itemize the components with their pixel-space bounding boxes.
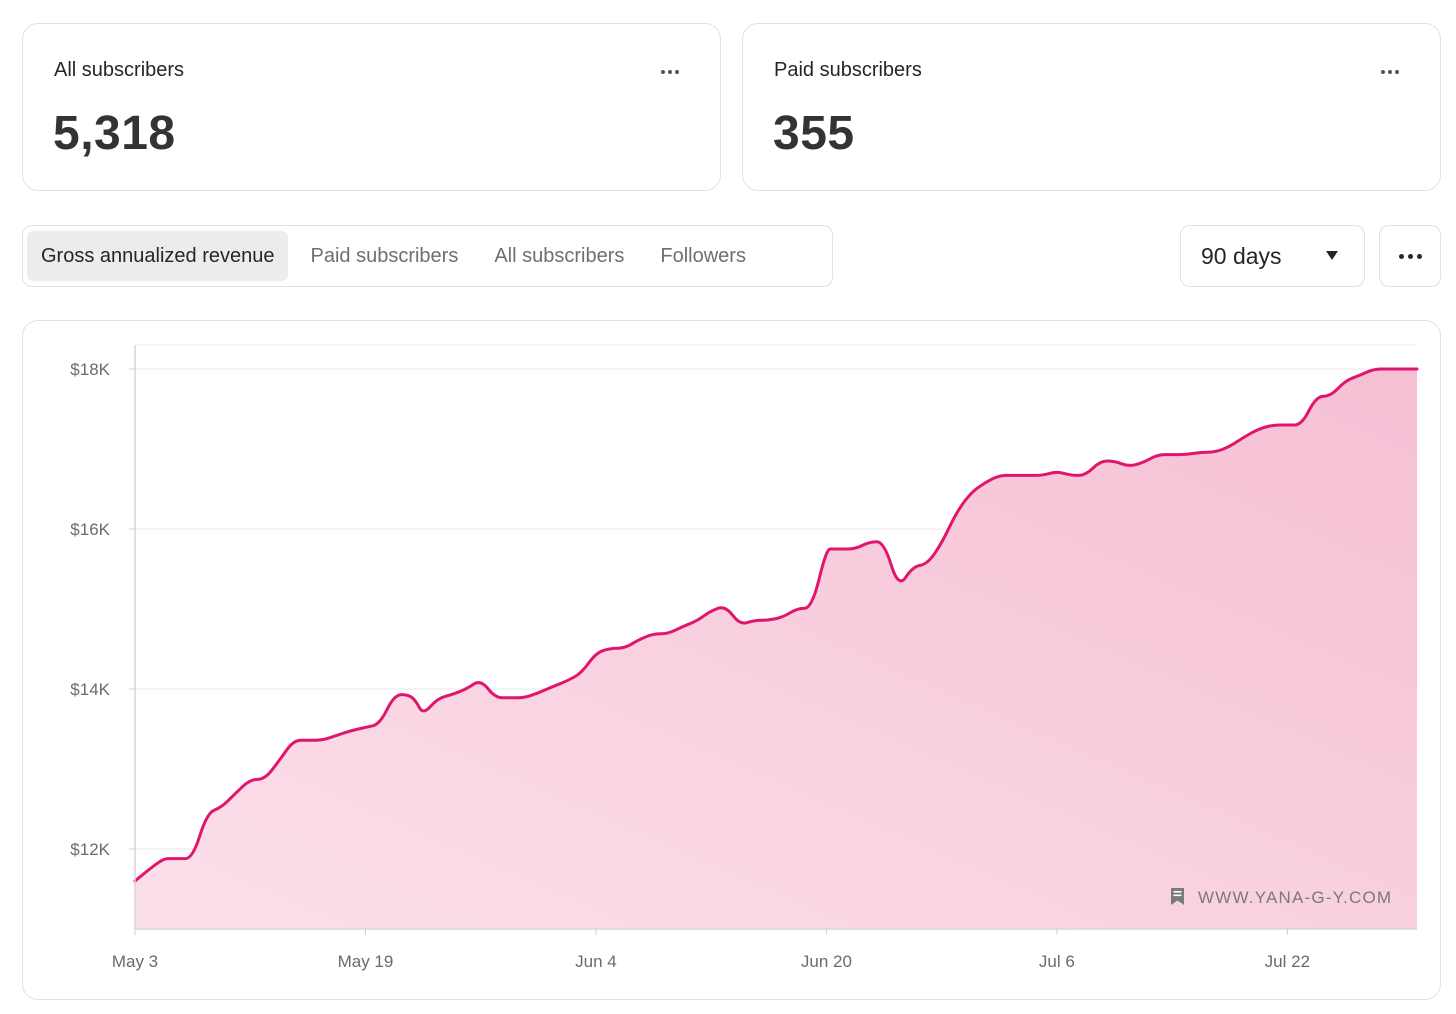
series-line (133, 367, 1419, 883)
caret-down-icon (1326, 251, 1338, 260)
y-tick-label: $14K (70, 680, 110, 699)
range-select-label: 90 days (1201, 242, 1282, 269)
y-tick-label: $18K (70, 360, 110, 379)
x-tick-label: Jun 20 (801, 952, 852, 971)
ellipsis-icon (1398, 253, 1404, 259)
card-value: 5,318 (53, 107, 176, 160)
x-tick-label: Jul 22 (1265, 952, 1310, 971)
more-options-button[interactable] (1379, 225, 1441, 287)
area-fill (135, 369, 1417, 929)
tab-followers[interactable]: Followers (660, 244, 746, 267)
y-tick-label: $16K (70, 520, 110, 539)
watermark: WWW.YANA-G-Y.COM (1171, 888, 1392, 907)
metric-tabs: Gross annualized revenue Paid subscriber… (22, 225, 833, 287)
x-tick-label: May 3 (112, 952, 158, 971)
x-tick-label: Jul 6 (1039, 952, 1075, 971)
ellipsis-icon[interactable] (658, 60, 682, 84)
card-label: Paid subscribers (774, 59, 922, 81)
range-select[interactable]: 90 days (1180, 225, 1365, 287)
card-value: 355 (773, 107, 855, 160)
tab-all-subscribers[interactable]: All subscribers (494, 244, 625, 267)
card-label: All subscribers (54, 59, 185, 81)
watermark-text: WWW.YANA-G-Y.COM (1198, 888, 1392, 907)
x-tick-label: May 19 (338, 952, 394, 971)
tab-paid-subscribers[interactable]: Paid subscribers (310, 244, 459, 267)
tab-gross-annualized-revenue[interactable]: Gross annualized revenue (27, 231, 289, 281)
revenue-chart: $12K $14K $16K $18K May 3 May 19 Jun 4 Jun 20 Ju… (70, 344, 1419, 971)
paid-subscribers-card: Paid subscribers 355 (742, 23, 1441, 191)
y-tick-label: $12K (70, 840, 110, 859)
all-subscribers-card: All subscribers 5,318 (22, 23, 721, 191)
ellipsis-icon[interactable] (1378, 60, 1402, 84)
x-tick-label: Jun 4 (575, 952, 617, 971)
revenue-chart-card: $12K $14K $16K $18K May 3 May 19 Jun 4 Jun 20 Ju… (22, 320, 1441, 1000)
